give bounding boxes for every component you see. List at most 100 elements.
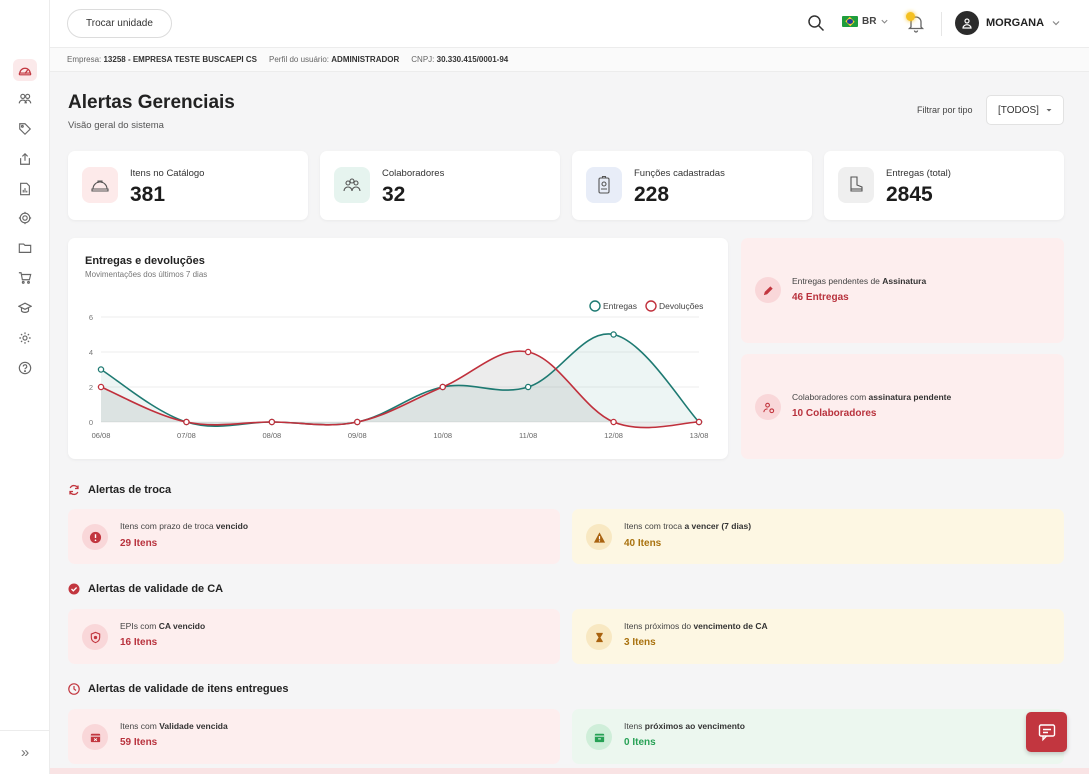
alert-items-upcoming[interactable]: Itens próximos ao vencimento 0 Itens bbox=[572, 709, 1064, 764]
filter-label: Filtrar por tipo bbox=[917, 105, 973, 115]
error-icon bbox=[82, 524, 108, 550]
cart-icon[interactable] bbox=[13, 267, 37, 289]
chip-icon[interactable] bbox=[13, 207, 37, 229]
alert-value: 59 Itens bbox=[120, 737, 158, 748]
data-point bbox=[695, 418, 703, 426]
search-icon[interactable] bbox=[807, 14, 825, 32]
alert-text: Itens com prazo de troca vencido bbox=[120, 521, 249, 531]
series-line bbox=[100, 350, 700, 429]
data-point bbox=[97, 366, 105, 373]
series-area bbox=[101, 351, 699, 428]
legend-marker bbox=[645, 300, 657, 312]
stat-value: 381 bbox=[130, 183, 166, 206]
legend-label: Entregas bbox=[603, 301, 637, 311]
series-area bbox=[101, 333, 699, 427]
divider bbox=[941, 12, 942, 36]
x-tick-label: 06/08 bbox=[92, 431, 111, 440]
upload-icon[interactable] bbox=[13, 148, 37, 170]
cnpj-info: CNPJ: 30.330.415/0001-94 bbox=[411, 55, 509, 64]
graduation-icon[interactable] bbox=[13, 297, 37, 319]
alert-text: Colaboradores com assinatura pendente bbox=[792, 392, 952, 402]
users-icon[interactable] bbox=[13, 88, 37, 110]
notification-dot bbox=[906, 12, 915, 21]
clock-icon bbox=[68, 683, 80, 695]
stat-value: 2845 bbox=[886, 183, 933, 206]
data-point bbox=[439, 383, 446, 391]
data-point bbox=[610, 418, 617, 426]
alert-value: 29 Itens bbox=[120, 538, 158, 549]
section-title-exchange: Alertas de troca bbox=[68, 484, 171, 496]
badge-icon bbox=[586, 167, 622, 203]
folder-icon[interactable] bbox=[13, 237, 37, 259]
tag-icon[interactable] bbox=[13, 118, 37, 140]
box-icon bbox=[586, 724, 612, 750]
alert-text: EPIs com CA vencido bbox=[120, 621, 206, 631]
x-tick-label: 12/08 bbox=[604, 431, 623, 440]
help-icon[interactable] bbox=[13, 357, 37, 379]
user-menu[interactable]: MORGANA bbox=[955, 11, 1061, 35]
avatar bbox=[955, 11, 979, 35]
report-icon[interactable] bbox=[13, 178, 37, 200]
verified-icon bbox=[68, 583, 80, 595]
legend-label: Devoluções bbox=[659, 301, 703, 311]
topbar: Trocar unidade BR MORGANA bbox=[50, 0, 1089, 48]
sidebar: » bbox=[0, 0, 50, 774]
filter-type-select[interactable]: [TODOS] bbox=[986, 95, 1064, 125]
alert-text: Itens com troca a vencer (7 dias) bbox=[624, 521, 752, 531]
change-unit-button[interactable]: Trocar unidade bbox=[67, 9, 172, 38]
profile-info: Perfil do usuário: ADMINISTRADOR bbox=[269, 55, 400, 64]
sidebar-expand-button[interactable]: » bbox=[0, 730, 50, 774]
caret-down-icon bbox=[1046, 109, 1052, 112]
team-icon bbox=[334, 167, 370, 203]
shield-icon bbox=[82, 624, 108, 650]
y-tick-label: 2 bbox=[89, 383, 93, 392]
x-tick-label: 09/08 bbox=[348, 431, 367, 440]
x-tick-label: 07/08 bbox=[177, 431, 196, 440]
notifications-button[interactable] bbox=[905, 12, 927, 34]
box-x-icon bbox=[82, 724, 108, 750]
company-info: Empresa: 13258 - EMPRESA TESTE BUSCAEPI … bbox=[67, 55, 257, 64]
stat-label: Entregas (total) bbox=[886, 168, 951, 179]
hourglass-icon bbox=[586, 624, 612, 650]
stat-card-deliveries: Entregas (total) 2845 bbox=[824, 151, 1064, 220]
data-point bbox=[183, 418, 190, 426]
alert-value: 10 Colaboradores bbox=[792, 408, 877, 419]
chart-card: Entregas e devoluções Movimentações dos … bbox=[68, 238, 728, 459]
language-selector[interactable]: BR bbox=[842, 16, 889, 27]
stat-value: 32 bbox=[382, 183, 406, 206]
alert-exchange-upcoming[interactable]: Itens com troca a vencer (7 dias) 40 Ite… bbox=[572, 509, 1064, 564]
alert-ca-upcoming[interactable]: Itens próximos do vencimento de CA 3 Ite… bbox=[572, 609, 1064, 664]
alert-text: Itens próximos ao vencimento bbox=[624, 721, 745, 731]
stat-label: Colaboradores bbox=[382, 168, 445, 179]
data-point bbox=[610, 331, 617, 338]
section-title-items-validity: Alertas de validade de itens entregues bbox=[68, 683, 289, 695]
y-tick-label: 4 bbox=[89, 348, 93, 357]
alert-exchange-expired[interactable]: Itens com prazo de troca vencido 29 Iten… bbox=[68, 509, 560, 564]
alert-text: Entregas pendentes de Assinatura bbox=[792, 276, 927, 286]
alert-value: 0 Itens bbox=[624, 737, 656, 748]
data-point bbox=[97, 383, 105, 391]
y-tick-label: 0 bbox=[89, 418, 93, 427]
language-label: BR bbox=[862, 16, 877, 27]
stat-card-functions: Funções cadastradas 228 bbox=[572, 151, 812, 220]
alert-pending-signature[interactable]: Entregas pendentes de Assinatura 46 Entr… bbox=[741, 238, 1064, 343]
warning-icon bbox=[586, 524, 612, 550]
stat-label: Funções cadastradas bbox=[634, 168, 725, 179]
chevron-down-icon bbox=[881, 19, 889, 24]
alert-ca-expired[interactable]: EPIs com CA vencido 16 Itens bbox=[68, 609, 560, 664]
stat-card-catalog: Itens no Catálogo 381 bbox=[68, 151, 308, 220]
boot-icon bbox=[838, 167, 874, 203]
dashboard-icon[interactable] bbox=[13, 59, 37, 81]
chat-button[interactable] bbox=[1026, 712, 1067, 752]
chart-subtitle: Movimentações dos últimos 7 dias bbox=[85, 270, 208, 279]
chevron-down-icon bbox=[1052, 21, 1060, 26]
x-tick-label: 10/08 bbox=[433, 431, 452, 440]
x-tick-label: 11/08 bbox=[519, 431, 537, 440]
alert-employees-signature[interactable]: Colaboradores com assinatura pendente 10… bbox=[741, 354, 1064, 459]
settings-icon[interactable] bbox=[13, 327, 37, 349]
x-tick-label: 08/08 bbox=[262, 431, 281, 440]
alert-items-expired[interactable]: Itens com Validade vencida 59 Itens bbox=[68, 709, 560, 764]
user-name: MORGANA bbox=[986, 17, 1045, 29]
user-alert-icon bbox=[755, 394, 781, 420]
alert-value: 3 Itens bbox=[624, 637, 656, 648]
